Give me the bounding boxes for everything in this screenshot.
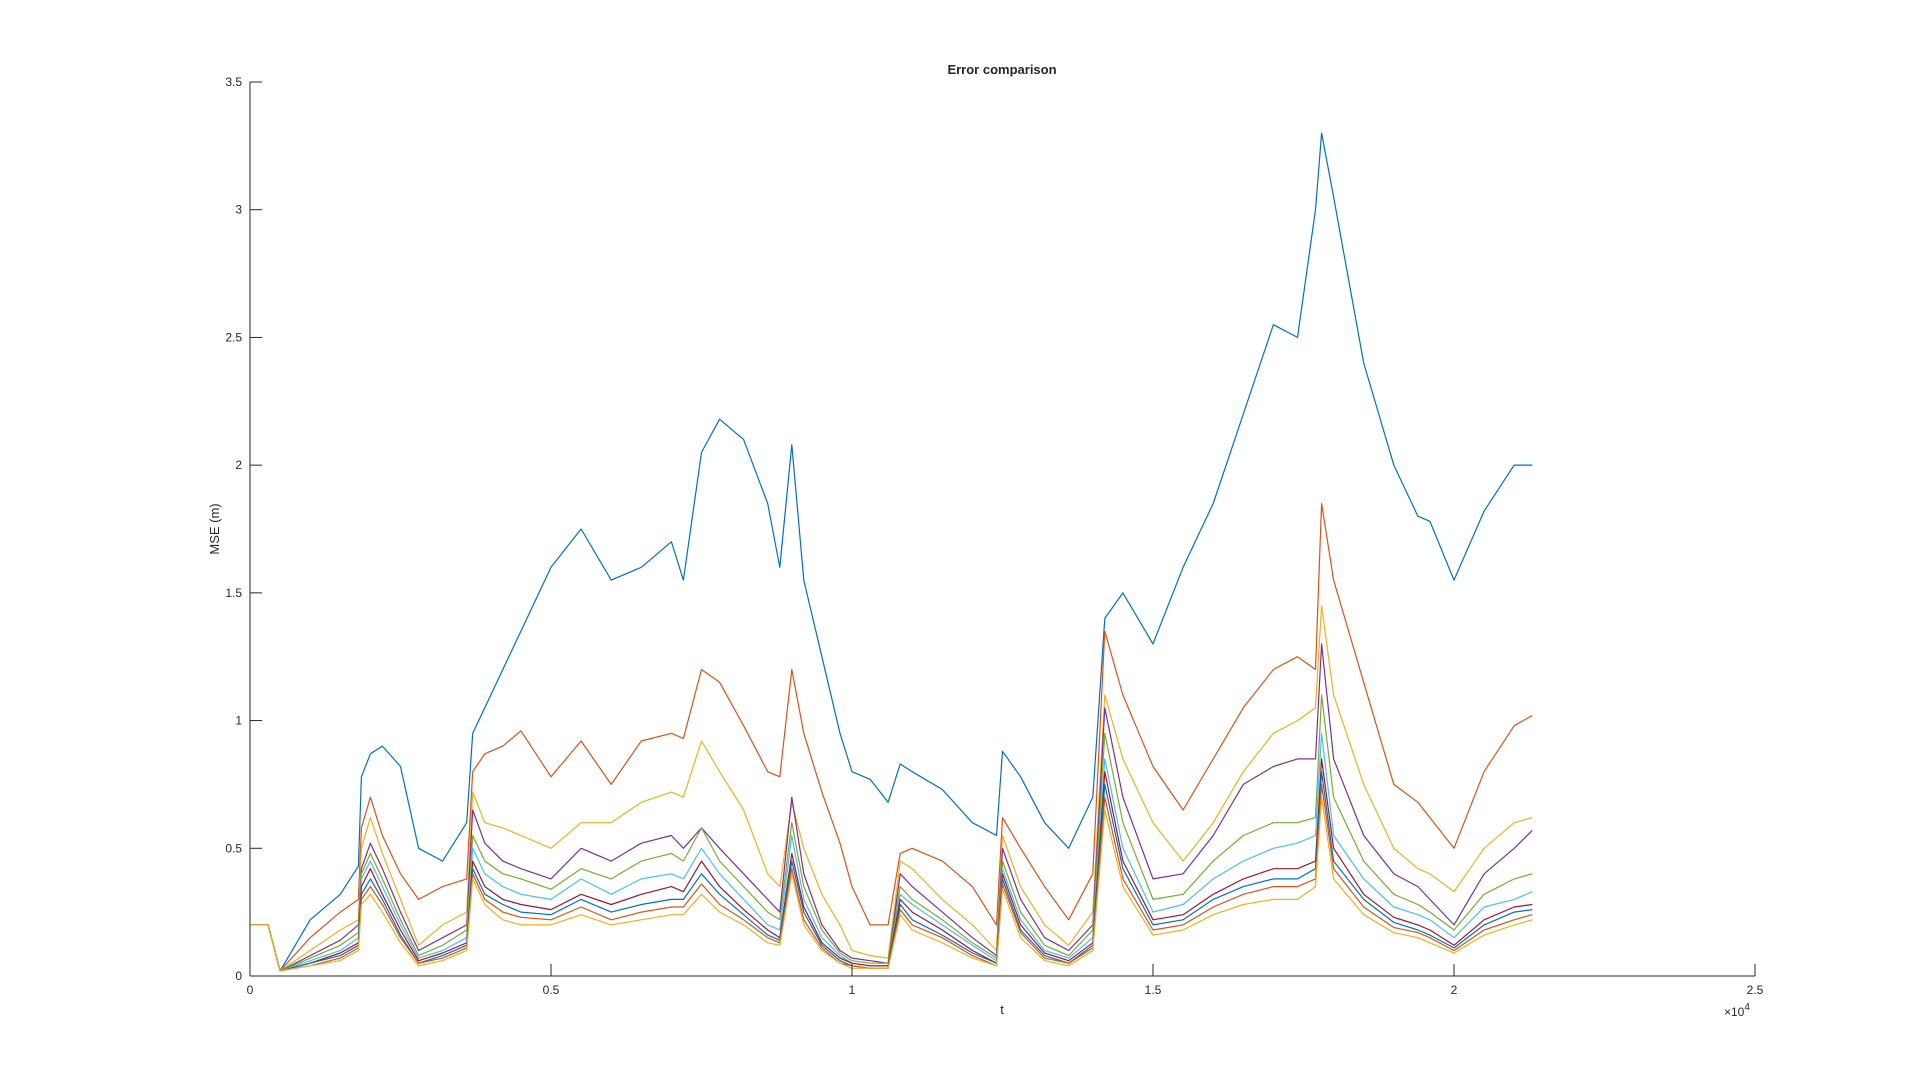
series-line-9 — [250, 783, 1533, 972]
y-tick-label: 1.5 — [225, 586, 242, 600]
x-tick-label: 1.5 — [1145, 983, 1162, 997]
x-axis-label: t — [1000, 1002, 1004, 1017]
x-tick-label: 0.5 — [543, 983, 560, 997]
y-ticks: 0 0.5 1 1.5 2 2.5 3 3.5 — [225, 75, 262, 983]
x-tick-label: 0 — [247, 983, 254, 997]
axes-group — [249, 82, 1755, 977]
x-exponent-base: ×10 — [1724, 1005, 1745, 1019]
y-tick-label: 0 — [235, 969, 242, 983]
x-tick-label: 1 — [849, 983, 856, 997]
y-tick-label: 0.5 — [225, 841, 242, 855]
y-tick-label: 2 — [235, 458, 242, 472]
y-tick-label: 2.5 — [225, 330, 242, 344]
series-line-3 — [250, 605, 1533, 972]
series-line-1 — [250, 132, 1533, 972]
x-tick-label: 2 — [1451, 983, 1458, 997]
x-exponent-power: 4 — [1744, 1002, 1750, 1013]
y-tick-label: 3.5 — [225, 75, 242, 89]
series-group — [250, 132, 1533, 972]
y-axis-label: MSE (m) — [207, 503, 222, 554]
x-exponent-label: ×104 — [1724, 1002, 1750, 1019]
series-line-4 — [250, 643, 1533, 972]
x-ticks: 0 0.5 1 1.5 2 2.5 — [247, 964, 1764, 997]
series-line-10 — [250, 796, 1533, 972]
chart-title: Error comparison — [947, 62, 1056, 77]
series-line-6 — [250, 732, 1533, 972]
y-tick-label: 3 — [235, 203, 242, 217]
series-line-2 — [250, 502, 1533, 972]
series-line-7 — [250, 758, 1533, 972]
series-line-5 — [250, 694, 1533, 972]
series-line-8 — [250, 771, 1533, 972]
x-tick-label: 2.5 — [1747, 983, 1764, 997]
y-tick-label: 1 — [235, 714, 242, 728]
